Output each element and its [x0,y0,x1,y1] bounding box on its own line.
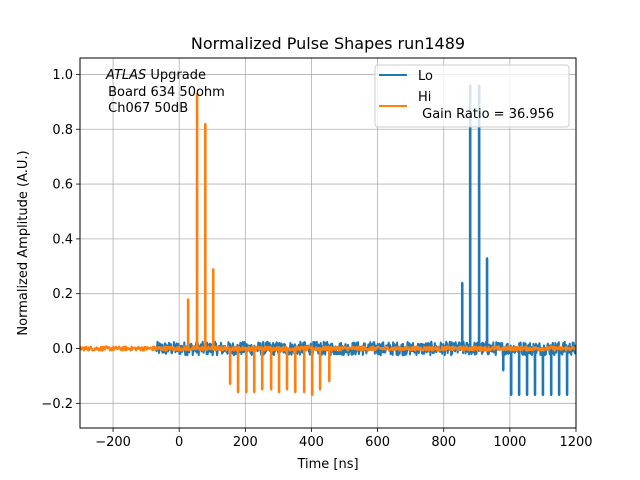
chart-title: Normalized Pulse Shapes run1489 [191,34,465,53]
y-tick-label: −0.2 [41,397,73,412]
x-tick-label: 200 [233,435,258,450]
y-tick-label: 0.8 [52,123,73,138]
legend-label-gain-ratio: Gain Ratio = 36.956 [418,107,554,122]
x-axis: −200 0 200 400 600 800 1000 1200 [95,428,593,450]
legend-label-hi: Hi [418,90,431,105]
y-axis-label: Normalized Amplitude (A.U.) [16,150,31,335]
annotation-upgrade: Upgrade [146,68,206,83]
series-line-hi [80,92,576,397]
legend: Lo Hi Gain Ratio = 36.956 [374,64,570,128]
axes-frame [79,57,577,429]
y-tick-label: 1.0 [52,68,73,83]
x-tick-label: 1200 [559,435,592,450]
x-tick-label: 800 [431,435,456,450]
y-tick-label: 0.6 [52,178,73,193]
x-tick-label: −200 [95,435,131,450]
annotation: ATLAS Upgrade Board 634 50ohm Ch067 50dB [104,68,225,116]
y-tick-label: 0.4 [52,232,73,247]
annotation-line-2: Board 634 50ohm [104,85,225,100]
atlas-label: ATLAS [105,68,146,83]
y-axis: −0.2 0.0 0.2 0.4 0.6 0.8 1.0 [41,68,80,412]
y-tick-label: 0.0 [52,342,73,357]
series-layer [80,84,576,397]
legend-box [374,64,570,128]
y-tick-label: 0.2 [52,287,73,302]
x-tick-label: 400 [299,435,324,450]
x-tick-label: 1000 [493,435,526,450]
legend-label-lo: Lo [418,69,433,84]
x-axis-label: Time [ns] [296,457,358,472]
x-tick-label: 0 [175,435,183,450]
annotation-line-1: ATLAS Upgrade [105,68,206,83]
x-tick-label: 600 [365,435,390,450]
annotation-line-3: Ch067 50dB [104,101,188,116]
